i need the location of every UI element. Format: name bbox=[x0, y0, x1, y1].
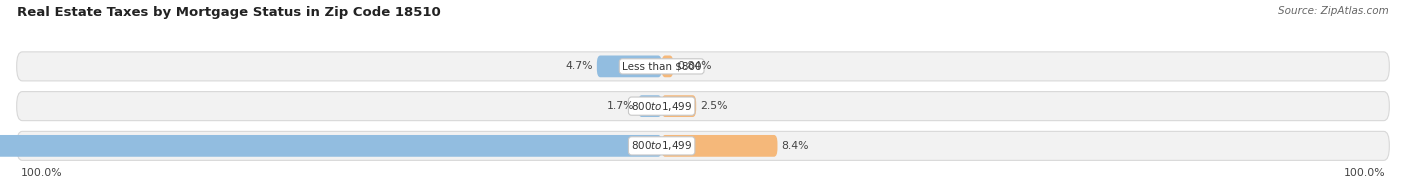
FancyBboxPatch shape bbox=[0, 135, 662, 157]
FancyBboxPatch shape bbox=[17, 52, 1389, 81]
FancyBboxPatch shape bbox=[662, 55, 673, 77]
Text: 1.7%: 1.7% bbox=[606, 101, 634, 111]
FancyBboxPatch shape bbox=[662, 135, 778, 157]
Text: Source: ZipAtlas.com: Source: ZipAtlas.com bbox=[1278, 6, 1389, 16]
FancyBboxPatch shape bbox=[662, 95, 696, 117]
Text: 100.0%: 100.0% bbox=[1343, 168, 1385, 178]
Text: 2.5%: 2.5% bbox=[700, 101, 728, 111]
FancyBboxPatch shape bbox=[17, 131, 1389, 160]
Text: 100.0%: 100.0% bbox=[21, 168, 63, 178]
Text: $800 to $1,499: $800 to $1,499 bbox=[631, 100, 692, 113]
Text: $800 to $1,499: $800 to $1,499 bbox=[631, 139, 692, 152]
Text: 0.84%: 0.84% bbox=[678, 61, 711, 71]
Text: Real Estate Taxes by Mortgage Status in Zip Code 18510: Real Estate Taxes by Mortgage Status in … bbox=[17, 6, 440, 19]
Text: Less than $800: Less than $800 bbox=[621, 61, 702, 71]
FancyBboxPatch shape bbox=[638, 95, 662, 117]
Text: 4.7%: 4.7% bbox=[565, 61, 593, 71]
Text: 8.4%: 8.4% bbox=[782, 141, 808, 151]
FancyBboxPatch shape bbox=[17, 92, 1389, 121]
FancyBboxPatch shape bbox=[596, 55, 662, 77]
